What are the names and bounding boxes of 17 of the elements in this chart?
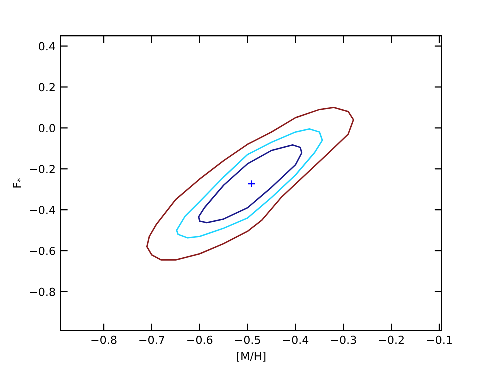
x-tick-label: −0.1 bbox=[427, 336, 452, 344]
y-axis-title: F$_{*}$ bbox=[13, 178, 22, 188]
y-tick-label: 0.0 bbox=[39, 124, 56, 133]
y-tick-label: −0.6 bbox=[30, 246, 56, 256]
x-tick-label: −0.3 bbox=[331, 336, 356, 344]
x-tick-label: −0.4 bbox=[283, 336, 309, 344]
y-tick-label: −0.2 bbox=[30, 165, 55, 174]
y-tick-label: −0.8 bbox=[30, 288, 56, 296]
x-tick-label: −0.6 bbox=[188, 336, 213, 344]
x-tick-label: −0.8 bbox=[92, 336, 117, 344]
x-tick-label: −0.7 bbox=[140, 336, 164, 344]
x-tick-label: −0.2 bbox=[379, 336, 404, 344]
x-axis-title: [M/H] bbox=[237, 352, 266, 362]
y-tick-label: −0.4 bbox=[30, 206, 56, 214]
x-tick-label: −0.5 bbox=[235, 336, 260, 344]
y-tick-label: 0.4 bbox=[39, 42, 56, 51]
y-tick-label: 0.2 bbox=[39, 83, 55, 92]
